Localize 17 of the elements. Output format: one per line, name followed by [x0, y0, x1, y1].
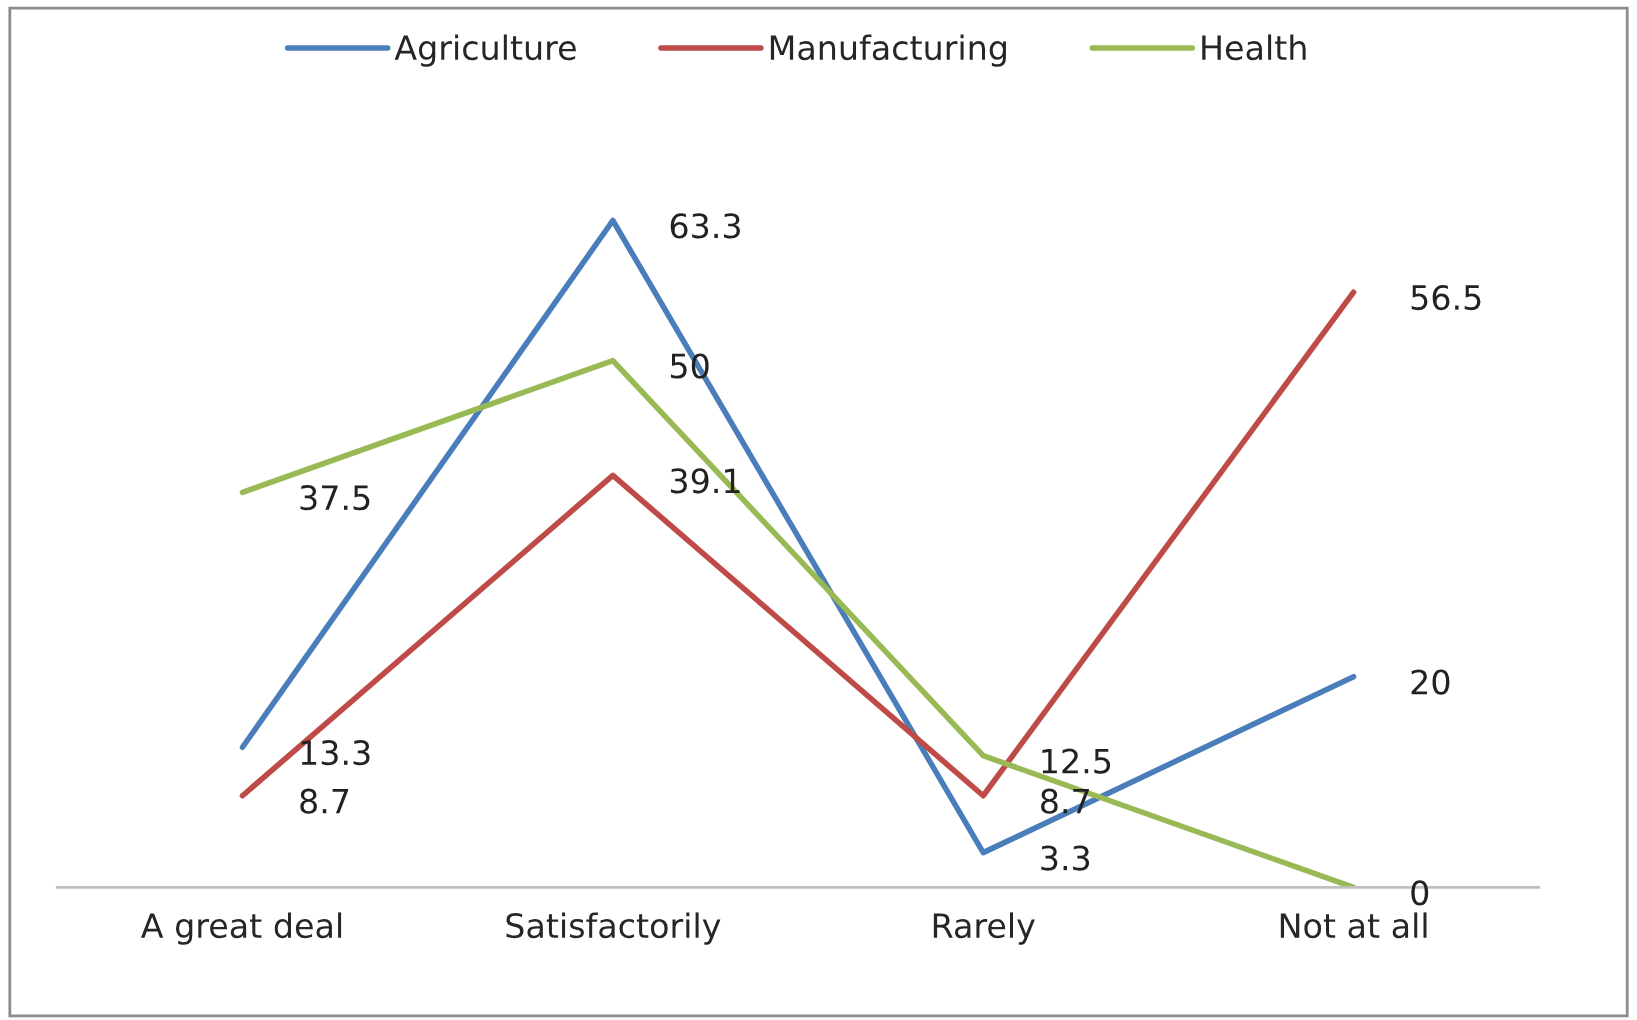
- data-label: 3.3: [1041, 845, 1090, 871]
- data-label: 13.3: [301, 740, 370, 766]
- legend-label: Health: [1202, 34, 1306, 61]
- data-label: 0: [1411, 880, 1429, 906]
- data-label: 56.5: [1411, 284, 1481, 311]
- x-tick-label: Rarely: [933, 912, 1035, 945]
- x-tick-label: A great deal: [141, 912, 342, 945]
- data-label: 8.7: [300, 788, 349, 814]
- data-label: 8.7: [1041, 788, 1089, 814]
- data-label: 20: [1411, 669, 1450, 695]
- x-tick-label: Not at all: [1280, 912, 1427, 939]
- x-tick-label: Satisfactorily: [506, 912, 721, 945]
- data-label: 12.5: [1042, 748, 1111, 774]
- data-label: 37.5: [300, 485, 370, 511]
- legend-label: Agriculture: [394, 34, 576, 67]
- data-label: 63.3: [670, 213, 740, 239]
- legend-label: Manufacturing: [770, 34, 1006, 67]
